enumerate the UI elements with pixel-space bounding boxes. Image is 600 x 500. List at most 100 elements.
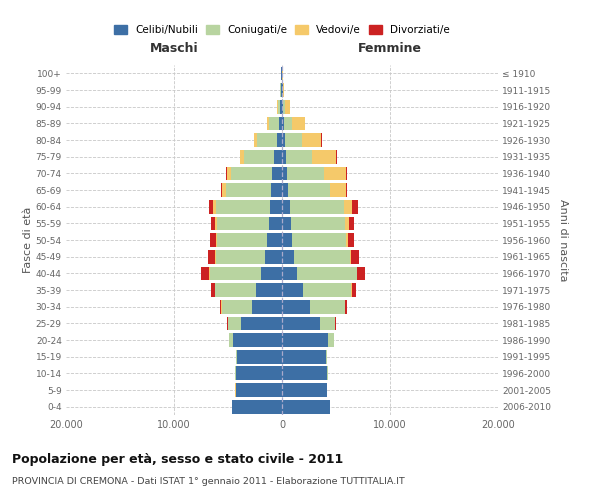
Bar <box>221 183 222 197</box>
Text: Popolazione per età, sesso e stato civile - 2011: Popolazione per età, sesso e stato civil… <box>12 452 343 466</box>
Bar <box>282 183 289 197</box>
Bar <box>282 383 328 397</box>
Bar <box>280 83 281 97</box>
Bar <box>209 266 262 280</box>
Bar <box>346 183 347 197</box>
Bar <box>345 300 347 314</box>
Bar <box>284 116 292 130</box>
Y-axis label: Fasce di età: Fasce di età <box>23 207 33 273</box>
Bar <box>292 233 346 247</box>
Bar <box>282 166 287 180</box>
Bar <box>215 233 217 247</box>
Bar <box>269 216 282 230</box>
Bar <box>282 100 283 114</box>
Bar <box>216 250 265 264</box>
Bar <box>290 216 344 230</box>
Bar <box>282 350 326 364</box>
Bar <box>282 233 292 247</box>
Bar <box>358 266 365 280</box>
Bar <box>215 283 256 297</box>
Bar <box>344 216 349 230</box>
Bar <box>269 116 279 130</box>
Bar <box>271 183 282 197</box>
Bar <box>352 200 358 213</box>
Bar <box>346 233 348 247</box>
Bar <box>344 200 352 213</box>
Bar <box>267 233 282 247</box>
Bar <box>232 400 282 413</box>
Bar <box>348 233 355 247</box>
Bar <box>239 150 241 164</box>
Bar <box>283 83 284 97</box>
Bar <box>222 183 226 197</box>
Bar <box>229 333 233 347</box>
Bar <box>272 166 282 180</box>
Bar <box>282 366 328 380</box>
Bar <box>215 250 216 264</box>
Bar <box>283 100 285 114</box>
Bar <box>285 100 290 114</box>
Bar <box>286 150 312 164</box>
Bar <box>236 383 282 397</box>
Bar <box>326 350 328 364</box>
Bar <box>279 116 282 130</box>
Bar <box>256 283 282 297</box>
Bar <box>227 166 231 180</box>
Bar <box>244 150 274 164</box>
Bar <box>210 233 215 247</box>
Bar <box>282 250 294 264</box>
Bar <box>282 333 328 347</box>
Bar <box>302 133 322 147</box>
Bar <box>257 133 277 147</box>
Bar <box>220 300 221 314</box>
Bar <box>312 150 336 164</box>
Bar <box>262 266 282 280</box>
Bar <box>241 150 244 164</box>
Bar <box>274 150 282 164</box>
Bar <box>352 283 356 297</box>
Bar <box>282 400 329 413</box>
Bar <box>211 216 215 230</box>
Bar <box>287 166 324 180</box>
Bar <box>297 266 356 280</box>
Bar <box>201 266 209 280</box>
Bar <box>282 133 285 147</box>
Bar <box>221 300 252 314</box>
Bar <box>226 183 271 197</box>
Bar <box>281 83 282 97</box>
Bar <box>209 200 213 213</box>
Bar <box>349 216 355 230</box>
Bar <box>282 216 290 230</box>
Bar <box>335 316 336 330</box>
Bar <box>215 216 217 230</box>
Bar <box>280 100 282 114</box>
Bar <box>336 150 337 164</box>
Bar <box>346 166 347 180</box>
Bar <box>216 200 270 213</box>
Bar <box>282 316 320 330</box>
Bar <box>320 316 335 330</box>
Bar <box>277 100 278 114</box>
Bar <box>294 250 350 264</box>
Bar <box>289 183 329 197</box>
Bar <box>302 283 351 297</box>
Bar <box>324 166 346 180</box>
Bar <box>265 250 282 264</box>
Text: Maschi: Maschi <box>149 42 199 55</box>
Bar <box>226 166 227 180</box>
Bar <box>282 116 284 130</box>
Bar <box>278 100 280 114</box>
Bar <box>282 266 297 280</box>
Bar <box>328 333 334 347</box>
Bar <box>270 200 282 213</box>
Bar <box>254 133 257 147</box>
Bar <box>282 83 283 97</box>
Bar <box>211 283 215 297</box>
Text: Femmine: Femmine <box>358 42 422 55</box>
Bar <box>236 350 282 364</box>
Bar <box>241 316 282 330</box>
Bar <box>282 200 290 213</box>
Y-axis label: Anni di nascita: Anni di nascita <box>558 198 568 281</box>
Bar <box>217 216 269 230</box>
Bar <box>282 300 310 314</box>
